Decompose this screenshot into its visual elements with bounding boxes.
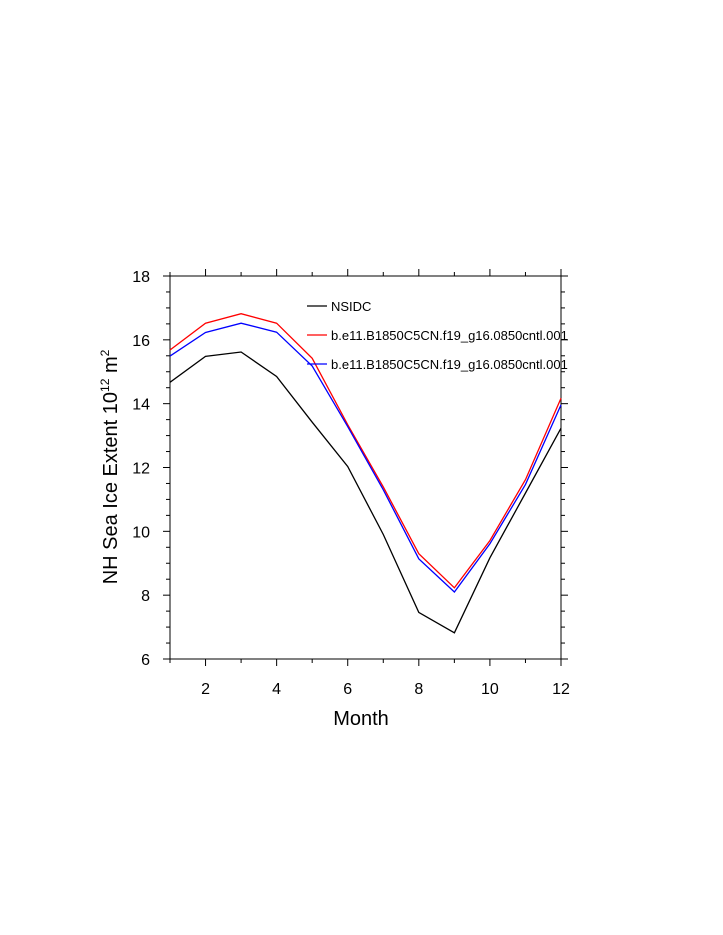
y-tick-label: 10 (132, 524, 150, 541)
y-axis-title-unit: m (100, 356, 122, 378)
y-tick-label: 8 (141, 588, 150, 605)
y-tick-label: 16 (132, 333, 150, 350)
x-tick-label: 10 (481, 681, 499, 698)
y-axis-title: NH Sea Ice Extent 1012 m2 (98, 349, 122, 584)
x-tick-label: 12 (552, 681, 570, 698)
y-axis-title-exp2: 2 (98, 349, 112, 356)
x-tick-label: 6 (343, 681, 352, 698)
y-axis-title-main: NH Sea Ice Extent 10 (100, 392, 122, 584)
series-line-3 (169, 322, 562, 593)
y-tick-label: 6 (141, 652, 150, 669)
y-tick-label: 14 (132, 397, 150, 414)
series-line-2 (169, 313, 562, 589)
y-tick-label: 18 (132, 269, 150, 286)
legend-label-2: b.e11.B1850C5CN.f19_g16.0850cntl.001 (331, 328, 568, 343)
x-axis-title: Month (333, 708, 389, 730)
x-tick-label: 2 (201, 681, 210, 698)
x-tick-label: 4 (272, 681, 281, 698)
series-lines (169, 313, 562, 634)
x-tick-label: 8 (414, 681, 423, 698)
series-line-1 (169, 351, 562, 634)
y-tick-label: 12 (132, 461, 150, 478)
axis-ticks (163, 269, 568, 666)
legend-label-1: NSIDC (331, 299, 371, 314)
legend-label-3: b.e11.B1850C5CN.f19_g16.0850cntl.001 (331, 357, 568, 372)
legend: NSIDC b.e11.B1850C5CN.f19_g16.0850cntl.00… (307, 299, 568, 372)
tick-labels: 2 4 6 8 10 12 6 8 10 12 14 16 18 (132, 269, 570, 698)
y-axis-title-exp1: 12 (98, 378, 112, 392)
